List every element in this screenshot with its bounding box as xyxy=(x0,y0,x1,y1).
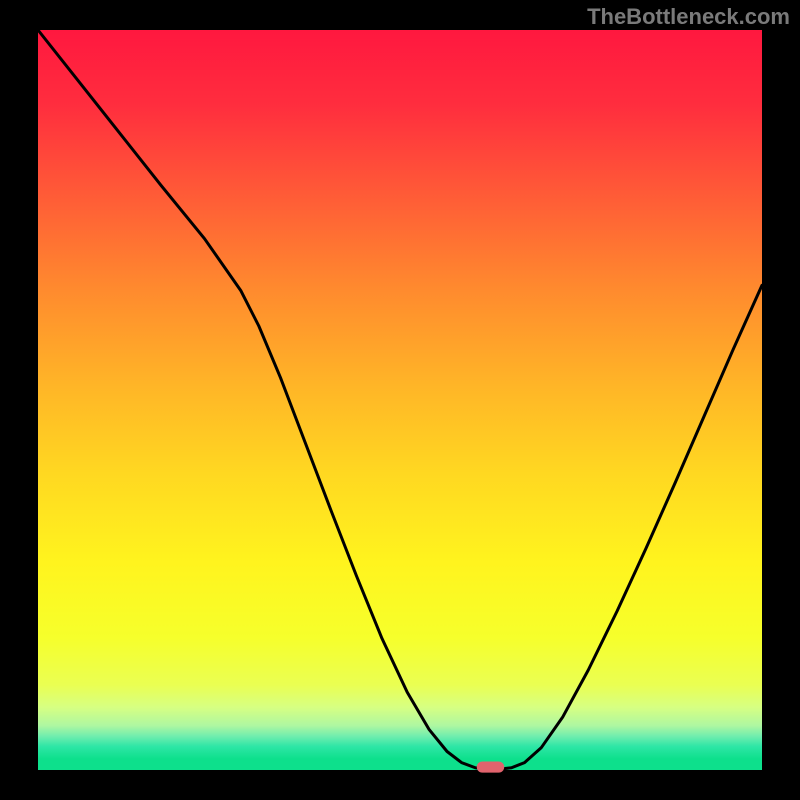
chart-frame: TheBottleneck.com xyxy=(0,0,800,800)
optimal-marker xyxy=(477,761,505,772)
bottleneck-chart xyxy=(0,0,800,800)
plot-background xyxy=(38,30,762,770)
